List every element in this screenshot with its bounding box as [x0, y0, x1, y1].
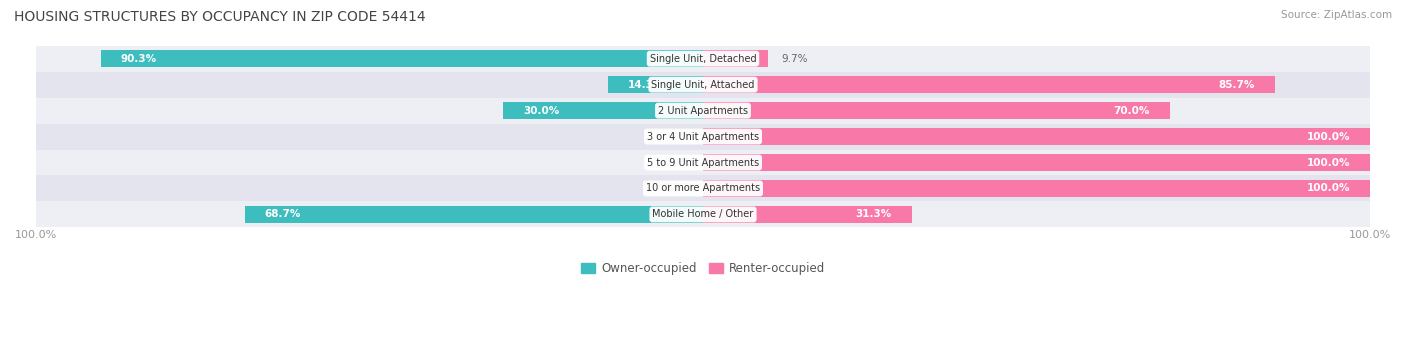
Bar [703, 50, 768, 67]
Text: 2 Unit Apartments: 2 Unit Apartments [658, 106, 748, 116]
Text: 70.0%: 70.0% [1114, 106, 1150, 116]
Text: 10 or more Apartments: 10 or more Apartments [645, 183, 761, 193]
Text: 14.3%: 14.3% [627, 80, 664, 90]
Bar [703, 154, 1369, 171]
Text: 90.3%: 90.3% [121, 54, 157, 64]
Text: HOUSING STRUCTURES BY OCCUPANCY IN ZIP CODE 54414: HOUSING STRUCTURES BY OCCUPANCY IN ZIP C… [14, 10, 426, 24]
Bar [37, 72, 1369, 98]
Bar [703, 102, 1170, 119]
Text: 85.7%: 85.7% [1218, 80, 1254, 90]
Text: 9.7%: 9.7% [780, 54, 807, 64]
Text: 30.0%: 30.0% [523, 106, 560, 116]
Text: 68.7%: 68.7% [264, 209, 301, 220]
Text: 100.0%: 100.0% [1306, 132, 1350, 142]
Bar [37, 176, 1369, 202]
Text: 0.0%: 0.0% [664, 132, 690, 142]
Bar [703, 128, 1369, 145]
Text: Source: ZipAtlas.com: Source: ZipAtlas.com [1281, 10, 1392, 20]
Bar [245, 206, 703, 223]
Bar [37, 123, 1369, 150]
Bar [37, 98, 1369, 123]
Bar [607, 76, 703, 93]
Text: 0.0%: 0.0% [664, 183, 690, 193]
Bar [37, 202, 1369, 227]
Text: 31.3%: 31.3% [855, 209, 891, 220]
Bar [37, 46, 1369, 72]
Text: Single Unit, Detached: Single Unit, Detached [650, 54, 756, 64]
Text: 5 to 9 Unit Apartments: 5 to 9 Unit Apartments [647, 158, 759, 167]
Bar [503, 102, 703, 119]
Bar [703, 180, 1369, 197]
Text: Single Unit, Attached: Single Unit, Attached [651, 80, 755, 90]
Bar [101, 50, 703, 67]
Text: 3 or 4 Unit Apartments: 3 or 4 Unit Apartments [647, 132, 759, 142]
Bar [703, 76, 1274, 93]
Legend: Owner-occupied, Renter-occupied: Owner-occupied, Renter-occupied [576, 257, 830, 280]
Text: 0.0%: 0.0% [664, 158, 690, 167]
Text: 100.0%: 100.0% [1306, 183, 1350, 193]
Bar [37, 150, 1369, 176]
Text: Mobile Home / Other: Mobile Home / Other [652, 209, 754, 220]
Bar [703, 206, 911, 223]
Text: 100.0%: 100.0% [1306, 158, 1350, 167]
